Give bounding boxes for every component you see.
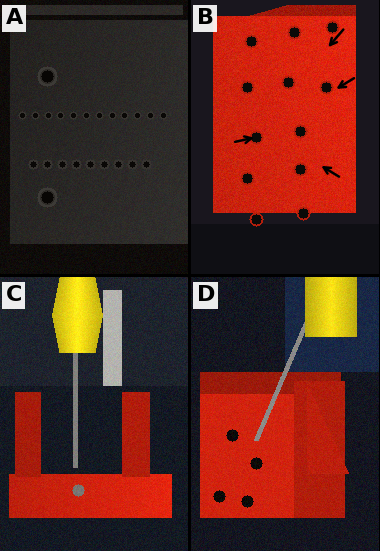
- Text: B: B: [196, 8, 214, 28]
- Text: C: C: [6, 285, 22, 305]
- Text: D: D: [196, 285, 215, 305]
- Text: A: A: [6, 8, 23, 28]
